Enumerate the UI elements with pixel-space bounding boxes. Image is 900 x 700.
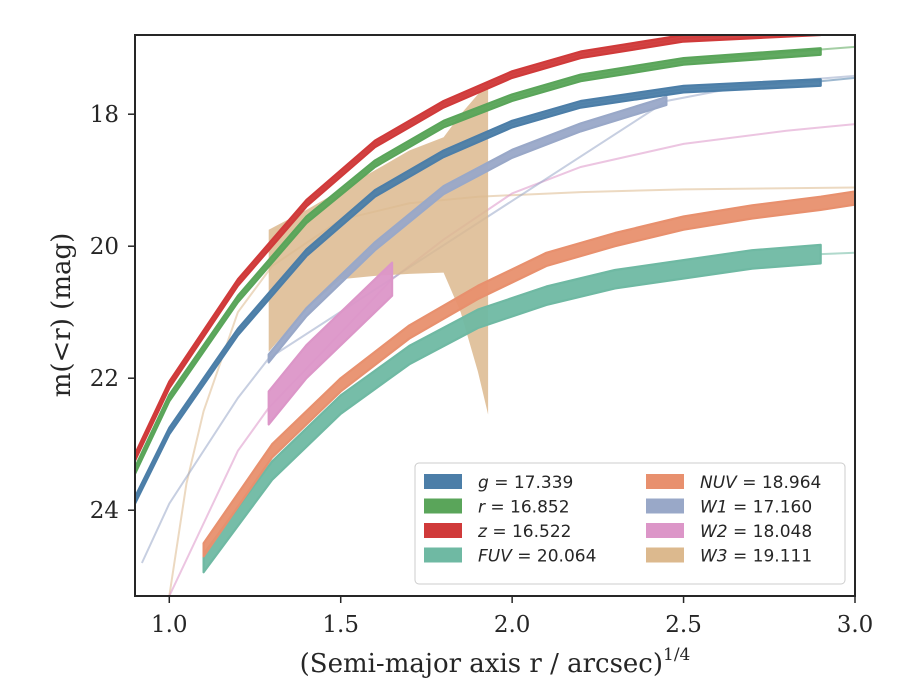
x-axis: 1.0 1.5 2.0 2.5 3.0 bbox=[151, 596, 873, 638]
x-tick-label: 1.0 bbox=[151, 612, 188, 638]
legend-swatch-fuv bbox=[424, 547, 462, 563]
y-tick-label: 18 bbox=[90, 102, 119, 128]
legend-label-w1: W1 = 17.160 bbox=[700, 498, 812, 518]
x-tick-label: 3.0 bbox=[837, 612, 874, 638]
y-tick-label: 20 bbox=[90, 234, 119, 260]
legend-swatch-w3 bbox=[646, 547, 684, 563]
legend-items: g = 17.339 r = 16.852 z = 16.522 FUV = 20.0… bbox=[424, 473, 821, 567]
y-axis: 18 20 22 24 bbox=[90, 102, 135, 524]
legend-label-z: z = 16.522 bbox=[477, 522, 571, 542]
profile-band-z bbox=[135, 35, 822, 462]
legend-swatch-z bbox=[424, 523, 462, 538]
legend-swatch-nuv bbox=[646, 474, 684, 489]
x-tick-label: 2.5 bbox=[665, 612, 702, 638]
x-tick-label: 2.0 bbox=[494, 612, 531, 638]
profile-band-w2 bbox=[267, 261, 394, 426]
legend-frame bbox=[414, 462, 846, 585]
y-tick-label: 24 bbox=[90, 498, 119, 524]
legend: g = 17.339 r = 16.852 z = 16.522 FUV = 20.0… bbox=[414, 462, 846, 585]
plot-frame bbox=[134, 34, 856, 597]
profile-band-r bbox=[135, 47, 822, 475]
legend-swatch-r bbox=[424, 498, 462, 514]
profile-band-fuv bbox=[202, 243, 822, 574]
legend-label-w3: W3 = 19.111 bbox=[700, 547, 812, 567]
x-axis-label: (Semi-major axis r / arcsec)1/4 bbox=[300, 645, 691, 679]
profile-band-nuv bbox=[202, 190, 855, 558]
legend-label-w2: W2 = 18.048 bbox=[700, 522, 812, 542]
profile-band-g bbox=[135, 78, 822, 505]
x-tick-label: 1.5 bbox=[322, 612, 359, 638]
legend-swatch-w2 bbox=[646, 523, 684, 538]
legend-label-g: g = 17.339 bbox=[478, 473, 573, 493]
legend-label-fuv: FUV = 20.064 bbox=[478, 547, 596, 567]
legend-swatch-g bbox=[424, 474, 462, 489]
legend-label-nuv: NUV = 18.964 bbox=[700, 473, 821, 493]
legend-label-r: r = 16.852 bbox=[478, 498, 570, 518]
fit-line-fuv bbox=[820, 251, 855, 256]
y-axis-label: m(<r) (mag) bbox=[47, 233, 77, 398]
profile-band-w1 bbox=[267, 95, 668, 364]
legend-swatch-w1 bbox=[646, 498, 684, 514]
y-tick-label: 22 bbox=[90, 366, 119, 392]
series-layer bbox=[135, 35, 855, 596]
